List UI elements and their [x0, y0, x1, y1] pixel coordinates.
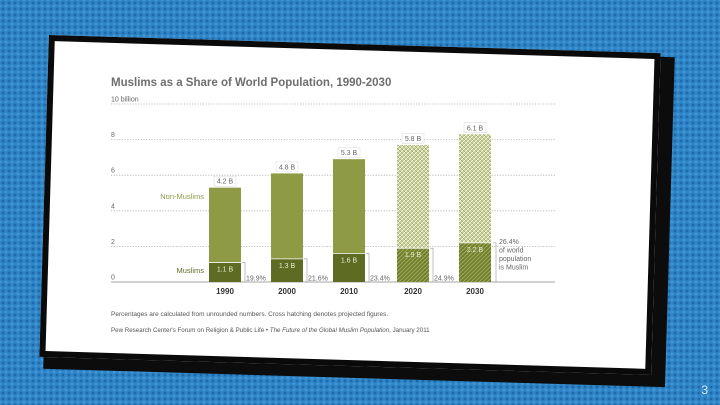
label-box-non-muslims-2010 [337, 147, 361, 158]
bar-non-muslims-1990 [209, 187, 241, 263]
label-box-non-muslims-2030 [463, 122, 487, 133]
data-label-muslims-2020: 1.9 B [405, 252, 422, 259]
bar-muslims-2000 [271, 258, 303, 282]
data-label-non-muslims-2010: 5.3 B [341, 150, 358, 157]
bars-layer [209, 134, 491, 282]
share-label-2010: 23.4% [370, 276, 390, 283]
label-box-non-muslims-2020 [401, 133, 425, 144]
legend-muslims: Muslims [177, 266, 205, 275]
x-tick-label-2030: 2030 [466, 287, 484, 296]
x-tick-label-1990: 1990 [216, 287, 234, 296]
data-label-muslims-2030: 2.2 B [467, 247, 484, 254]
data-label-non-muslims-2030: 6.1 B [467, 125, 484, 132]
bar-non-muslims-2010 [333, 159, 365, 254]
x-tick-label-2010: 2010 [340, 287, 358, 296]
share-bracket-1990 [242, 262, 246, 283]
data-label-muslims-1990: 1.1 B [217, 266, 234, 273]
x-tick-label-2000: 2000 [278, 287, 296, 296]
bar-non-muslims-2030 [459, 134, 491, 243]
source-title: The Future of the Global Muslim Populati… [270, 327, 390, 334]
bar-muslims-2030 [459, 242, 491, 282]
data-label-non-muslims-2020: 5.8 B [405, 136, 422, 143]
bar-non-muslims-2000 [271, 173, 303, 259]
source-prefix: Pew Research Center's Forum on Religion … [111, 327, 270, 334]
source-line: Pew Research Center's Forum on Religion … [111, 327, 430, 334]
chart-svg: Muslims as a Share of World Population, … [111, 77, 555, 334]
y-tick-label-2: 2 [111, 239, 115, 246]
y-tick-label-8: 8 [111, 132, 115, 139]
bar-muslims-2010 [333, 253, 365, 282]
label-box-non-muslims-2000 [275, 161, 299, 173]
share-label-2030-line-0: 26.4% [499, 239, 519, 246]
chart-title: Muslims as a Share of World Population, … [111, 77, 391, 89]
share-label-2030-line-2: population [499, 256, 531, 263]
label-box-non-muslims-1990 [213, 175, 237, 187]
chart-area: Muslims as a Share of World Population, … [95, 62, 565, 352]
source-suffix: , January 2011 [389, 327, 430, 334]
share-bracket-2000 [304, 258, 308, 283]
footnote: Percentages are calculated from unrounde… [111, 311, 388, 318]
data-label-muslims-2010: 1.6 B [341, 258, 358, 265]
data-label-non-muslims-1990: 4.2 B [217, 179, 234, 186]
y-tick-label-0: 0 [111, 275, 115, 282]
share-label-2000: 21.6% [308, 276, 328, 283]
legend-non-muslims: Non-Muslims [160, 192, 204, 201]
y-tick-label-6: 6 [111, 168, 115, 175]
page-number: 3 [701, 383, 708, 397]
bar-muslims-2020 [397, 248, 429, 282]
y-tick-label-10: 10 billion [111, 97, 139, 104]
data-label-non-muslims-2000: 4.8 B [279, 164, 296, 171]
labels-layer: 4.2 B 1.1 B 1990 19.9% 4.8 B 1.3 B 2000 21.6% 5.… [213, 122, 531, 296]
share-bracket-2030 [493, 242, 497, 283]
bar-non-muslims-2020 [397, 144, 429, 249]
share-label-1990: 19.9% [246, 276, 266, 283]
share-label-2030-line-3: is Muslim [499, 264, 528, 271]
bar-muslims-1990 [209, 262, 241, 282]
share-bracket-2020 [430, 247, 434, 283]
y-tick-label-4: 4 [111, 203, 115, 210]
share-label-2020: 24.9% [434, 276, 454, 283]
data-label-muslims-2000: 1.3 B [279, 263, 296, 270]
share-label-2030-line-1: of world [499, 247, 524, 254]
x-tick-label-2020: 2020 [404, 287, 422, 296]
share-bracket-2010 [366, 253, 370, 283]
